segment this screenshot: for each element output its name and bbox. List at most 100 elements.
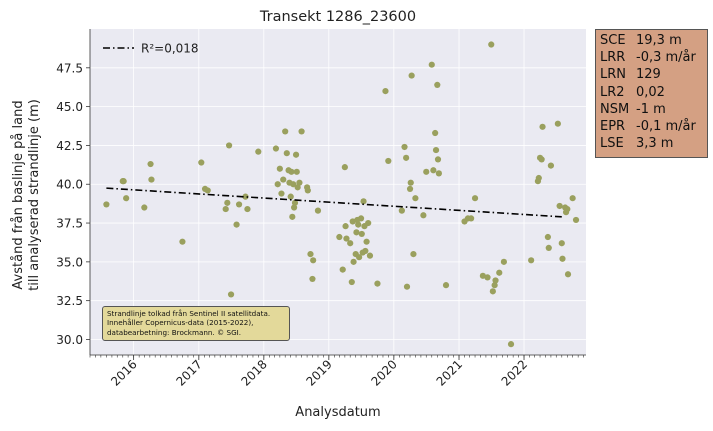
y-tick-label: 35.0 bbox=[56, 255, 83, 269]
y-tick-label: 47.5 bbox=[56, 61, 83, 75]
stat-row-epr: EPR -0,1 m/år bbox=[600, 118, 707, 135]
trend-layer bbox=[106, 187, 562, 218]
stat-value: 129 bbox=[636, 67, 661, 83]
stat-value: -0,1 m/år bbox=[636, 119, 696, 135]
data-point bbox=[471, 195, 479, 202]
data-point bbox=[291, 199, 299, 206]
data-point bbox=[314, 207, 322, 214]
data-point bbox=[242, 193, 249, 200]
data-point bbox=[283, 150, 290, 157]
data-point bbox=[296, 179, 303, 186]
data-point bbox=[406, 185, 414, 192]
data-point bbox=[147, 160, 154, 168]
stat-key: NSM bbox=[600, 101, 630, 117]
data-point bbox=[442, 282, 450, 289]
data-point bbox=[339, 266, 346, 273]
data-point bbox=[572, 216, 580, 224]
data-point bbox=[244, 205, 251, 213]
data-point bbox=[538, 156, 545, 163]
x-tick-label: 2020 bbox=[368, 357, 399, 388]
stat-row-lrr: LRR -0,3 m/år bbox=[600, 49, 707, 66]
stat-key: LSE bbox=[600, 136, 624, 152]
stat-key: LR2 bbox=[600, 84, 625, 100]
stat-value: -0,3 m/år bbox=[636, 50, 696, 66]
stat-row-lr2: LR2 0,02 bbox=[600, 84, 707, 101]
data-point bbox=[293, 168, 300, 175]
data-point bbox=[227, 291, 235, 298]
data-points bbox=[103, 41, 580, 348]
data-point bbox=[225, 142, 233, 149]
data-point bbox=[198, 159, 205, 166]
stat-key: SCE bbox=[600, 33, 626, 48]
data-point bbox=[374, 280, 381, 287]
data-point bbox=[545, 244, 552, 251]
data-point bbox=[292, 151, 300, 158]
data-point bbox=[350, 258, 357, 265]
data-point bbox=[310, 257, 317, 264]
data-point bbox=[278, 190, 285, 197]
data-point bbox=[412, 195, 419, 202]
x-tick-label: 2019 bbox=[303, 357, 334, 388]
y-tick-label: 45.0 bbox=[56, 100, 83, 114]
data-point bbox=[287, 193, 294, 200]
data-point bbox=[353, 229, 360, 236]
data-point bbox=[407, 179, 414, 186]
data-point bbox=[276, 165, 283, 172]
data-point bbox=[403, 283, 411, 290]
data-point bbox=[420, 212, 427, 219]
y-axis-label-line-1: Avstånd från baslinje på land bbox=[11, 100, 26, 289]
data-point bbox=[272, 145, 280, 152]
y-tick-label: 37.5 bbox=[56, 217, 83, 231]
data-point bbox=[347, 240, 354, 247]
data-point bbox=[558, 240, 565, 247]
data-point bbox=[435, 170, 442, 177]
legend: R²=0,018 bbox=[103, 42, 199, 56]
data-point bbox=[341, 164, 348, 171]
data-point bbox=[274, 181, 281, 188]
data-point bbox=[564, 271, 572, 278]
data-point bbox=[343, 235, 350, 242]
data-point bbox=[434, 81, 441, 88]
trend-line bbox=[106, 187, 562, 218]
y-tick-label: 30.0 bbox=[56, 333, 83, 347]
stat-row-lrn: LRN 129 bbox=[600, 66, 707, 83]
data-point bbox=[233, 221, 240, 228]
data-point bbox=[403, 154, 410, 161]
data-point bbox=[559, 255, 566, 262]
stat-value: -1 m bbox=[636, 101, 666, 117]
stat-row-nsm: NSM -1 m bbox=[600, 101, 707, 118]
data-point bbox=[408, 72, 415, 79]
data-point bbox=[222, 205, 229, 213]
grid bbox=[90, 29, 586, 355]
source-note-line: databearbetning: Brockmann. © SGI. bbox=[107, 327, 242, 337]
data-point bbox=[554, 120, 561, 127]
data-point bbox=[360, 198, 367, 205]
data-point bbox=[539, 123, 546, 130]
data-point bbox=[358, 230, 365, 238]
chart-title: Transekt 1286_23600 bbox=[259, 9, 416, 25]
data-point bbox=[307, 250, 314, 258]
legend-label: R²=0,018 bbox=[141, 42, 199, 56]
data-point bbox=[528, 257, 535, 264]
data-point bbox=[336, 233, 343, 241]
source-note-line: Innehåller Copernicus-data (2015-2022), bbox=[107, 318, 254, 328]
stat-value: 19,3 m bbox=[636, 33, 682, 48]
x-tick-label: 2018 bbox=[238, 357, 269, 388]
data-point bbox=[362, 247, 369, 255]
data-point bbox=[255, 148, 262, 155]
data-point bbox=[410, 250, 417, 258]
data-point bbox=[280, 176, 287, 183]
data-point bbox=[288, 168, 295, 175]
data-point bbox=[235, 201, 243, 208]
data-point bbox=[535, 174, 542, 182]
data-point bbox=[428, 61, 435, 68]
data-point bbox=[382, 87, 389, 95]
data-point bbox=[179, 238, 186, 245]
data-point bbox=[120, 178, 127, 185]
data-point bbox=[357, 215, 365, 222]
data-point bbox=[484, 274, 491, 281]
data-point bbox=[289, 213, 296, 220]
data-point bbox=[148, 176, 155, 183]
data-point bbox=[348, 278, 355, 286]
